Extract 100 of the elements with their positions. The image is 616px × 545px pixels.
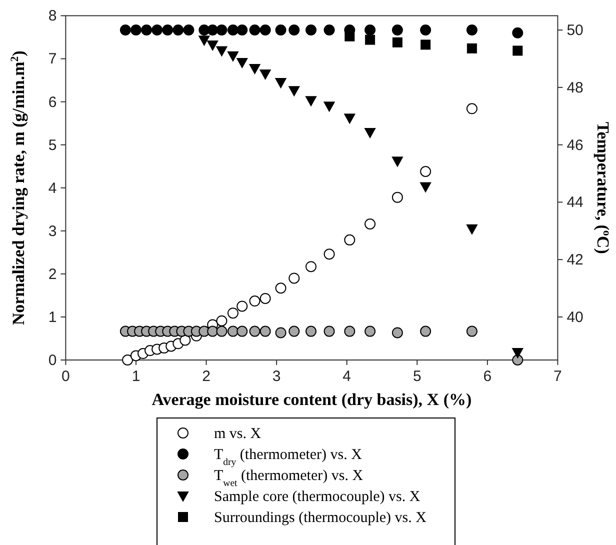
point — [260, 24, 271, 36]
point — [364, 24, 376, 36]
point — [162, 24, 174, 36]
x-tick-label: 3 — [272, 368, 281, 385]
point — [275, 327, 286, 338]
point — [365, 34, 376, 45]
x-tick-label: 7 — [554, 368, 562, 385]
point — [207, 40, 218, 50]
point — [227, 51, 238, 62]
point — [512, 27, 524, 38]
point — [392, 24, 403, 36]
legend-label: T$_{dry}$ (thermometer) vs. X — [214, 447, 362, 468]
point — [392, 192, 403, 203]
point — [466, 24, 478, 36]
point — [236, 300, 248, 312]
point — [152, 24, 163, 36]
x-tick-label: 0 — [62, 368, 70, 385]
point — [122, 354, 134, 366]
y-tick-label: 2 — [48, 266, 57, 283]
point — [344, 114, 356, 124]
legend-label: Sample core (thermocouple) vs. X — [214, 489, 420, 505]
point — [344, 234, 356, 246]
point — [512, 348, 524, 358]
point — [236, 326, 248, 337]
y-tick-label: 7 — [48, 50, 57, 68]
point — [288, 86, 300, 96]
legend-label: m vs. X — [214, 426, 262, 442]
y-tick-label: 0 — [48, 352, 57, 369]
point — [130, 24, 142, 36]
y2-tick-label: 48 — [566, 79, 584, 96]
point — [216, 24, 228, 36]
point — [466, 103, 478, 114]
legend-label: T$_{wet}$ (thermometer) vs. X — [214, 468, 364, 488]
point — [364, 128, 376, 138]
point — [198, 36, 210, 46]
x-tick-label: 4 — [342, 368, 352, 385]
point — [305, 261, 316, 272]
point — [227, 326, 238, 337]
y-tick-label: 3 — [48, 222, 57, 240]
point — [324, 326, 335, 337]
point — [236, 58, 248, 68]
point — [249, 64, 260, 74]
point — [216, 315, 228, 326]
point — [275, 282, 286, 294]
point — [288, 24, 300, 36]
point — [260, 326, 271, 337]
point — [466, 43, 477, 54]
point — [305, 326, 316, 337]
point — [420, 182, 432, 192]
point — [227, 308, 238, 319]
point — [324, 24, 335, 36]
point — [364, 326, 376, 337]
point — [512, 354, 524, 366]
y2-tick-label: 50 — [566, 22, 584, 40]
point — [180, 334, 191, 346]
point — [512, 46, 523, 56]
y-tick-label: 6 — [48, 94, 57, 111]
y2-tick-label: 42 — [566, 252, 584, 269]
point — [183, 24, 194, 36]
point — [392, 327, 403, 338]
point — [392, 156, 403, 167]
point — [249, 24, 260, 36]
legend-label: Surroundings (thermocouple) vs. X — [214, 510, 427, 526]
y-tick-label: 8 — [48, 8, 57, 25]
point — [466, 224, 478, 234]
x-axis-title: Average moisture content (dry basis), X (%) — [152, 390, 472, 409]
point — [275, 24, 286, 36]
y-tick-label: 5 — [48, 136, 57, 154]
y-tick-label: 1 — [48, 308, 57, 326]
point — [324, 102, 335, 112]
point — [120, 24, 131, 36]
y-tick-label: 4 — [48, 180, 57, 197]
point — [260, 292, 271, 304]
point — [288, 272, 300, 284]
point — [305, 24, 316, 36]
point — [324, 248, 335, 260]
point — [207, 326, 218, 337]
x-tick-label: 2 — [202, 368, 210, 385]
point — [141, 24, 152, 36]
point — [305, 96, 316, 106]
point — [364, 218, 376, 230]
y2-tick-label: 40 — [566, 308, 584, 326]
point — [392, 37, 402, 48]
point — [420, 40, 431, 50]
point — [420, 326, 432, 337]
point — [216, 326, 228, 337]
point — [249, 296, 260, 307]
point — [216, 46, 228, 56]
point — [288, 326, 300, 337]
point — [260, 69, 271, 80]
point — [249, 326, 260, 337]
point — [172, 24, 184, 36]
point — [420, 24, 432, 36]
point — [344, 31, 355, 42]
point — [207, 24, 218, 36]
x-tick-label: 6 — [483, 368, 492, 385]
point — [420, 166, 432, 177]
y2-tick-label: 46 — [566, 136, 584, 154]
point — [236, 24, 248, 36]
x-tick-label: 1 — [132, 368, 140, 385]
